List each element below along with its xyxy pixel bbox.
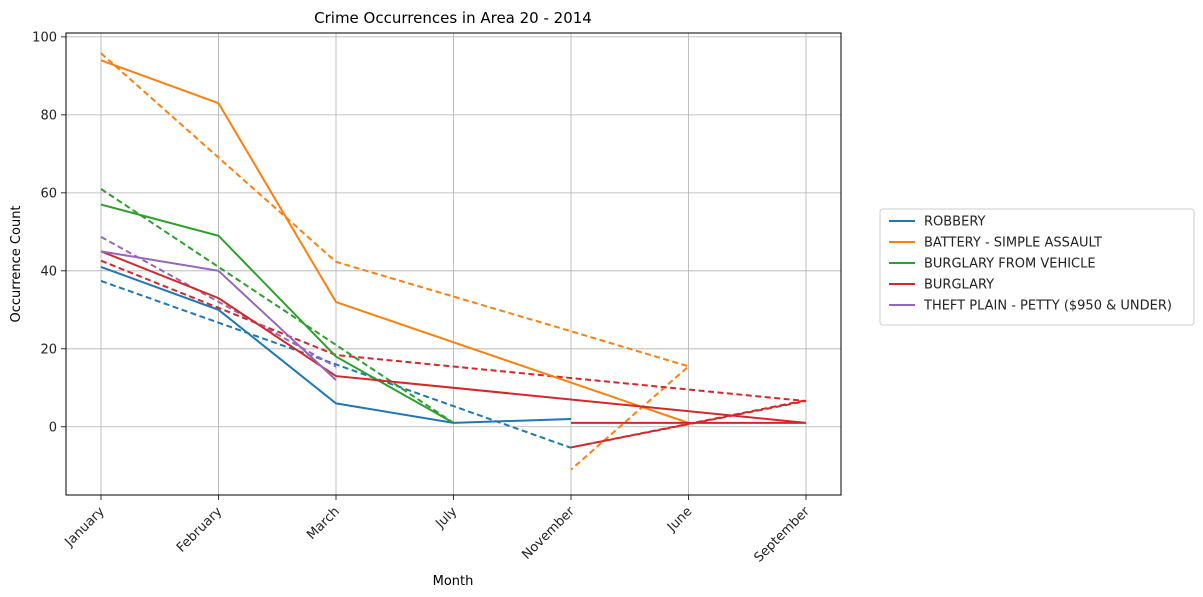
series-line-0 [100,265,572,424]
trend-line-2 [100,188,455,424]
grid [66,33,841,495]
series-line-4 [100,250,337,381]
series-line-1 [100,59,689,424]
y-tick-label: 60 [40,186,57,201]
legend-box [879,208,1195,326]
x-tick-label: February [174,504,226,556]
y-tick-label: 0 [49,420,57,435]
trend-line-0 [100,280,572,449]
x-tick-label: March [304,504,343,543]
x-tick-label: November [519,504,578,563]
x-tick-label: June [664,504,695,535]
x-tick-label: July [432,504,460,532]
trend-line-1 [100,52,691,471]
y-tick-label: 80 [40,108,57,123]
y-axis-label: Occurrence Count [9,205,24,322]
y-tick-label: 40 [40,264,57,279]
legend-label: BURGLARY FROM VEHICLE [924,257,1096,272]
y-tick-label: 20 [40,342,57,357]
series-line-2 [100,203,454,424]
series-lines [100,52,807,471]
legend-label: ROBBERY [924,215,986,230]
series-line-3 [100,250,807,424]
y-tick-label: 100 [32,30,57,45]
trend-line-3 [100,259,807,449]
x-tick-label: September [751,504,813,566]
chart-title: Crime Occurrences in Area 20 - 2014 [314,9,592,27]
trend-line-4 [100,236,337,368]
legend: ROBBERY BATTERY - SIMPLE ASSAULT BURGLARY … [879,208,1195,326]
x-tick-label: January [62,504,108,550]
x-axis-label: Month [433,574,474,589]
legend-label: BURGLARY [924,278,994,293]
legend-label: BATTERY - SIMPLE ASSAULT [924,236,1102,251]
legend-label: THEFT PLAIN - PETTY ($950 & UNDER) [923,299,1172,314]
